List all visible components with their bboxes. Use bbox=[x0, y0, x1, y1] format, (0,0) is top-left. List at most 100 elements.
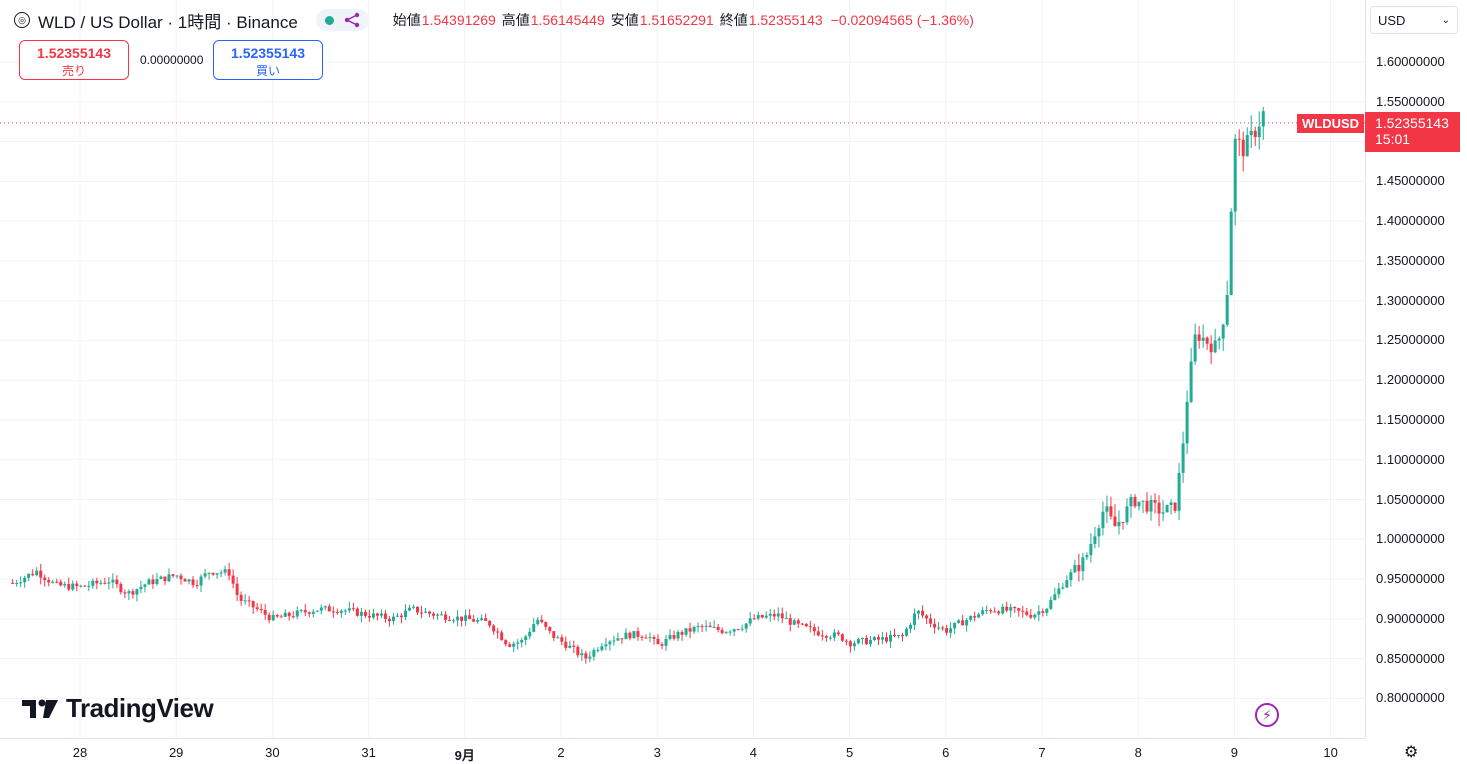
price-tick-label: 1.40000000 bbox=[1376, 213, 1445, 229]
buy-button[interactable]: 1.52355143 買い bbox=[213, 40, 323, 80]
symbol-title[interactable]: WLD / US Dollar · 1時間 · Binance bbox=[38, 12, 298, 32]
candle-up bbox=[1089, 543, 1093, 556]
sell-button[interactable]: 1.52355143 売り bbox=[19, 40, 129, 80]
candle-up bbox=[856, 639, 860, 644]
candle-up bbox=[1065, 580, 1069, 588]
candle-down bbox=[492, 625, 496, 632]
candle-down bbox=[892, 634, 896, 637]
candle-up bbox=[35, 570, 39, 576]
candle-down bbox=[1021, 610, 1025, 612]
candle-up bbox=[965, 619, 969, 626]
price-tick-label: 1.60000000 bbox=[1376, 54, 1445, 69]
candle-up bbox=[1169, 502, 1173, 506]
time-axis[interactable]: 28 29 30 31 9月 2 3 4 5 6 7 8 9 10 bbox=[0, 738, 1365, 763]
candle-down bbox=[929, 618, 933, 624]
candle-up bbox=[732, 629, 736, 632]
candle-down bbox=[1145, 500, 1149, 512]
last-price-value: 1.52355143 bbox=[1375, 115, 1449, 131]
candle-up bbox=[79, 585, 83, 587]
symbol-logo-icon[interactable]: ◎ bbox=[14, 12, 30, 28]
candle-down bbox=[925, 615, 929, 619]
candle-up bbox=[828, 637, 832, 639]
price-tick-label: 1.55000000 bbox=[1376, 93, 1445, 109]
candle-up bbox=[207, 572, 211, 574]
candle-up bbox=[407, 607, 411, 611]
candle-down bbox=[59, 581, 63, 586]
candle-up bbox=[283, 612, 287, 617]
candle-down bbox=[11, 583, 15, 585]
candle-up bbox=[692, 626, 696, 632]
candle-down bbox=[420, 612, 424, 614]
chart-pane[interactable] bbox=[0, 0, 1365, 738]
candle-up bbox=[319, 607, 323, 611]
candle-down bbox=[876, 637, 880, 640]
candle-down bbox=[307, 612, 311, 614]
close-value: 1.52355143 bbox=[748, 12, 823, 28]
candle-up bbox=[600, 646, 604, 650]
candle-down bbox=[448, 619, 452, 621]
candle-up bbox=[1181, 443, 1185, 473]
candle-down bbox=[163, 576, 167, 582]
candle-up bbox=[608, 641, 612, 645]
candle-down bbox=[151, 579, 155, 585]
candle-down bbox=[263, 610, 267, 615]
candle-down bbox=[179, 575, 183, 580]
candle-up bbox=[937, 627, 941, 629]
candle-up bbox=[1057, 588, 1061, 595]
candle-up bbox=[756, 614, 760, 619]
candle-up bbox=[1225, 295, 1229, 325]
candle-up bbox=[1001, 606, 1005, 614]
candle-down bbox=[508, 644, 512, 647]
candlestick-chart[interactable] bbox=[0, 0, 1365, 738]
grid-lines bbox=[0, 0, 1365, 738]
candle-up bbox=[768, 613, 772, 616]
candle-down bbox=[1077, 564, 1081, 572]
candle-up bbox=[379, 613, 383, 616]
settings-icon[interactable]: ⚙ bbox=[1404, 744, 1419, 761]
market-status-pill[interactable] bbox=[315, 9, 369, 31]
candle-down bbox=[123, 592, 127, 594]
candles bbox=[11, 107, 1265, 664]
candle-down bbox=[540, 619, 544, 623]
candle-down bbox=[1113, 516, 1117, 527]
candle-down bbox=[303, 610, 307, 613]
candle-up bbox=[127, 591, 131, 594]
candle-up bbox=[107, 582, 111, 584]
candle-down bbox=[804, 623, 808, 627]
price-tick-label: 1.00000000 bbox=[1376, 531, 1445, 547]
candle-up bbox=[868, 640, 872, 645]
candle-up bbox=[403, 610, 407, 618]
candle-down bbox=[488, 620, 492, 626]
candle-up bbox=[604, 644, 608, 647]
candle-down bbox=[736, 629, 740, 631]
candle-up bbox=[135, 589, 139, 595]
candle-up bbox=[452, 620, 456, 622]
candle-up bbox=[411, 606, 415, 608]
candle-down bbox=[800, 623, 804, 625]
candle-up bbox=[1105, 506, 1109, 512]
candle-down bbox=[840, 634, 844, 641]
candle-down bbox=[1029, 614, 1033, 618]
candle-up bbox=[969, 615, 973, 620]
candle-down bbox=[131, 591, 135, 595]
lightning-icon[interactable]: ⚡ bbox=[1255, 703, 1279, 727]
chart-header: ◎ WLD / US Dollar · 1時間 · Binance 始値 1.5… bbox=[14, 8, 974, 32]
candle-down bbox=[941, 627, 945, 629]
price-axis[interactable]: 1.600000001.550000001.500000001.45000000… bbox=[1365, 0, 1467, 738]
time-tick-label: 4 bbox=[749, 745, 758, 760]
candle-down bbox=[560, 637, 564, 642]
candle-down bbox=[752, 618, 756, 620]
tradingview-logo[interactable]: TradingView bbox=[22, 693, 214, 724]
candle-down bbox=[921, 610, 925, 616]
candle-down bbox=[335, 612, 339, 614]
candle-up bbox=[1061, 587, 1065, 589]
candle-up bbox=[556, 637, 560, 639]
candle-up bbox=[91, 580, 95, 586]
candle-down bbox=[383, 613, 387, 619]
candle-up bbox=[1081, 557, 1085, 572]
candle-down bbox=[1253, 130, 1257, 138]
currency-select[interactable]: USD ⌄ bbox=[1370, 6, 1458, 34]
candle-up bbox=[1193, 334, 1197, 362]
price-tick-label: 1.15000000 bbox=[1376, 411, 1445, 427]
candle-up bbox=[271, 615, 275, 621]
